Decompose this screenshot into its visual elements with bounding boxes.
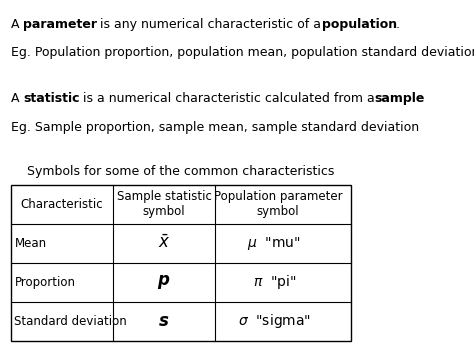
Bar (11, 185, 351, 341)
Text: $\boldsymbol{p}$: $\boldsymbol{p}$ (157, 273, 171, 291)
Text: statistic: statistic (23, 92, 80, 105)
Text: $\pi$  "pi": $\pi$ "pi" (253, 273, 296, 291)
Text: Proportion: Proportion (15, 276, 75, 289)
Text: Mean: Mean (15, 237, 46, 250)
Text: is a numerical characteristic calculated from a: is a numerical characteristic calculated… (79, 92, 379, 105)
Text: $\bar{x}$: $\bar{x}$ (158, 234, 170, 252)
Text: $\sigma$  "sigma": $\sigma$ "sigma" (238, 312, 311, 330)
Text: Sample statistic
symbol: Sample statistic symbol (117, 190, 211, 218)
Text: Standard deviation: Standard deviation (15, 315, 127, 328)
Text: $\boldsymbol{s}$: $\boldsymbol{s}$ (158, 312, 170, 330)
Text: Characteristic: Characteristic (20, 198, 103, 211)
Text: is any numerical characteristic of a: is any numerical characteristic of a (96, 18, 325, 31)
Text: A: A (11, 18, 23, 31)
Text: Symbols for some of the common characteristics: Symbols for some of the common character… (27, 165, 335, 178)
Text: A: A (11, 92, 23, 105)
Text: population: population (322, 18, 397, 31)
Text: sample: sample (374, 92, 425, 105)
Text: Eg. Sample proportion, sample mean, sample standard deviation: Eg. Sample proportion, sample mean, samp… (11, 121, 419, 134)
Text: parameter: parameter (23, 18, 97, 31)
Text: $\mu$  "mu": $\mu$ "mu" (247, 235, 301, 252)
Text: Population parameter
symbol: Population parameter symbol (214, 190, 342, 218)
Text: .: . (396, 18, 400, 31)
Text: Eg. Population proportion, population mean, population standard deviation: Eg. Population proportion, population me… (11, 46, 474, 59)
